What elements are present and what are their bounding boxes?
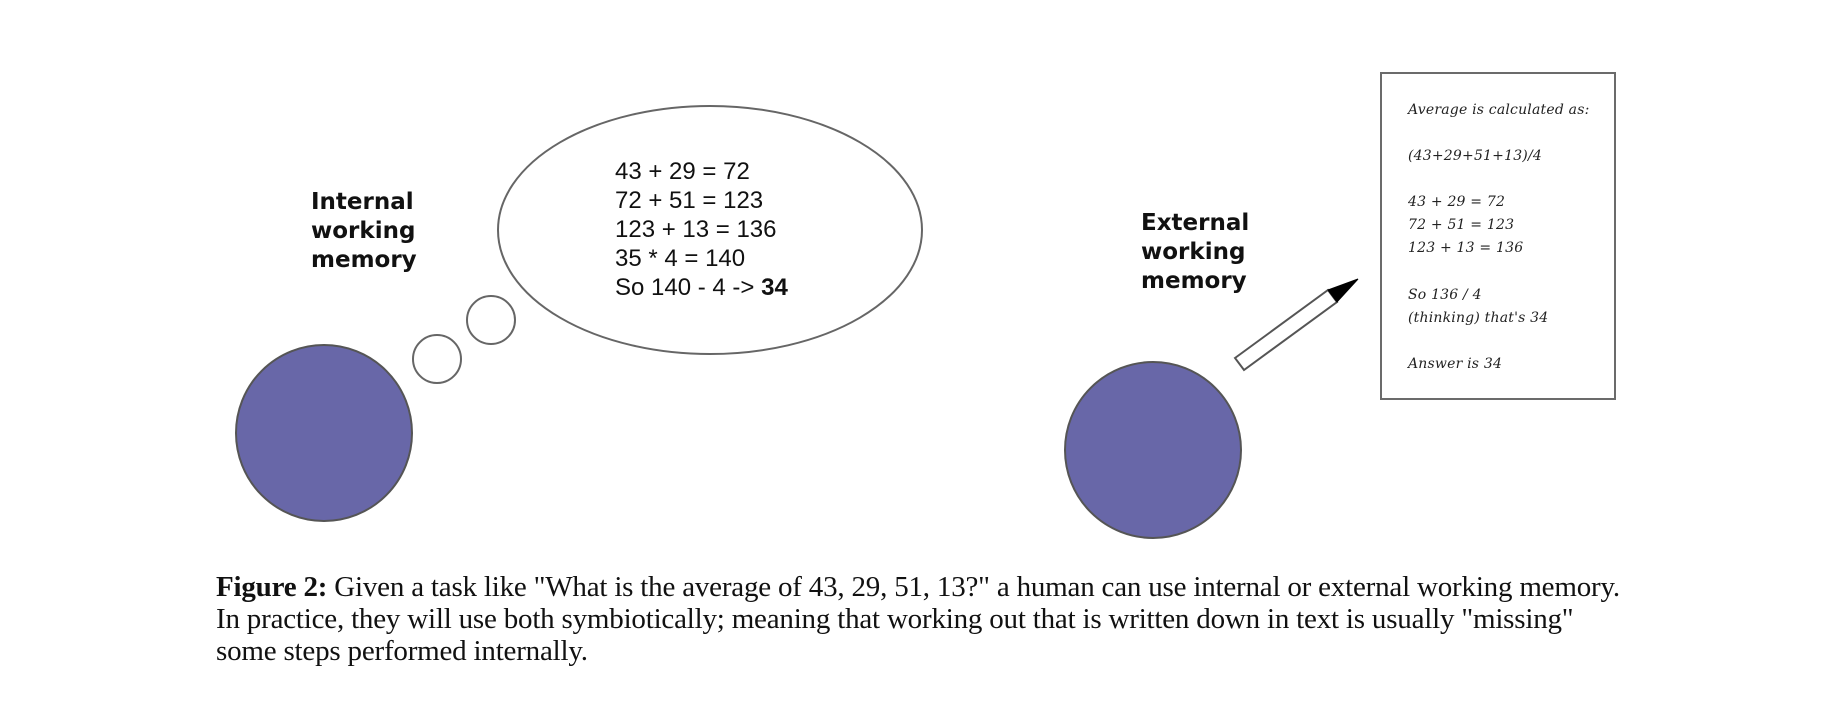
thought-bubble-content: 43 + 29 = 72 72 + 51 = 123 123 + 13 = 13… bbox=[615, 157, 788, 302]
thought-line-final: So 140 - 4 -> 34 bbox=[615, 273, 788, 302]
thought-line: 43 + 29 = 72 bbox=[615, 158, 750, 185]
thought-dot-small bbox=[412, 334, 462, 384]
paper-line: 43 + 29 = 72 bbox=[1408, 194, 1506, 210]
external-head-circle bbox=[1064, 361, 1242, 539]
thought-line: 35 * 4 = 140 bbox=[615, 245, 746, 272]
paper-line: So 136 / 4 bbox=[1408, 287, 1482, 303]
external-memory-label: External working memory bbox=[1141, 210, 1250, 294]
figure-caption: Figure 2: Given a task like "What is the… bbox=[216, 571, 1636, 667]
caption-label: Figure 2: bbox=[216, 571, 328, 603]
paper-sheet: Average is calculated as: (43+29+51+13)/… bbox=[1380, 72, 1616, 400]
pencil-icon bbox=[1233, 278, 1359, 372]
paper-line: 72 + 51 = 123 bbox=[1408, 217, 1515, 233]
thought-dot-medium bbox=[466, 295, 516, 345]
thought-final-prefix: So 140 - 4 -> bbox=[615, 274, 762, 301]
paper-line: Average is calculated as: bbox=[1408, 102, 1590, 118]
internal-memory-label: Internal working memory bbox=[311, 189, 417, 273]
caption-text: Given a task like "What is the average o… bbox=[216, 571, 1620, 667]
paper-line: 123 + 13 = 136 bbox=[1408, 240, 1524, 256]
internal-head-circle bbox=[235, 344, 413, 522]
paper-line: (43+29+51+13)/4 bbox=[1408, 148, 1542, 164]
paper-line: (thinking) that's 34 bbox=[1408, 310, 1549, 326]
paper-line: Answer is 34 bbox=[1408, 356, 1503, 372]
thought-final-answer: 34 bbox=[761, 274, 788, 301]
thought-line: 123 + 13 = 136 bbox=[615, 216, 777, 243]
thought-line: 72 + 51 = 123 bbox=[615, 187, 764, 214]
thought-bubble bbox=[497, 105, 923, 355]
